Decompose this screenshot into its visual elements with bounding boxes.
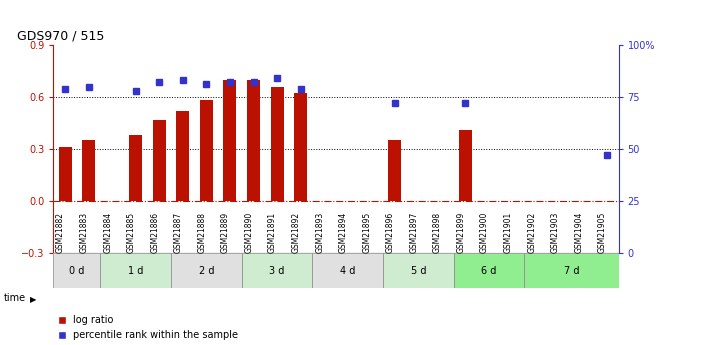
Text: GSM21900: GSM21900 <box>480 212 489 253</box>
Bar <box>388 140 401 201</box>
Bar <box>129 135 142 201</box>
Bar <box>100 253 171 288</box>
Text: GSM21890: GSM21890 <box>245 212 254 253</box>
Text: 5 d: 5 d <box>411 266 426 276</box>
Bar <box>312 253 383 288</box>
Text: GSM21902: GSM21902 <box>527 212 536 253</box>
Text: 4 d: 4 d <box>340 266 356 276</box>
Text: GSM21895: GSM21895 <box>363 212 371 253</box>
Text: GSM21893: GSM21893 <box>315 212 324 253</box>
Text: GSM21901: GSM21901 <box>503 212 513 253</box>
Text: ▶: ▶ <box>30 295 36 304</box>
Text: 6 d: 6 d <box>481 266 497 276</box>
Bar <box>459 130 472 201</box>
Bar <box>53 253 100 288</box>
Text: GSM21899: GSM21899 <box>456 212 466 253</box>
Text: GSM21904: GSM21904 <box>574 212 583 253</box>
Bar <box>524 253 619 288</box>
Bar <box>242 253 312 288</box>
Text: time: time <box>4 294 26 303</box>
Text: 7 d: 7 d <box>564 266 579 276</box>
Text: 2 d: 2 d <box>198 266 214 276</box>
Text: GSM21887: GSM21887 <box>174 212 183 253</box>
Bar <box>247 80 260 201</box>
Text: GSM21889: GSM21889 <box>221 212 230 253</box>
Text: GSM21892: GSM21892 <box>292 212 301 253</box>
Text: GSM21898: GSM21898 <box>433 212 442 253</box>
Bar <box>271 87 284 201</box>
Bar <box>454 253 524 288</box>
Bar <box>383 253 454 288</box>
Text: 1 d: 1 d <box>128 266 144 276</box>
Bar <box>294 93 307 201</box>
Bar <box>171 253 242 288</box>
Text: GSM21896: GSM21896 <box>386 212 395 253</box>
Text: 0 d: 0 d <box>69 266 85 276</box>
Text: GDS970 / 515: GDS970 / 515 <box>16 29 104 42</box>
Text: GSM21883: GSM21883 <box>80 212 89 253</box>
Text: GSM21894: GSM21894 <box>338 212 348 253</box>
Text: GSM21888: GSM21888 <box>198 212 206 253</box>
Bar <box>223 80 237 201</box>
Bar <box>82 140 95 201</box>
Text: GSM21885: GSM21885 <box>127 212 136 253</box>
Text: GSM21903: GSM21903 <box>551 212 560 253</box>
Bar <box>153 120 166 201</box>
Legend: log ratio, percentile rank within the sample: log ratio, percentile rank within the sa… <box>58 315 237 340</box>
Bar <box>200 100 213 201</box>
Bar <box>176 111 189 201</box>
Text: 3 d: 3 d <box>269 266 284 276</box>
Text: GSM21882: GSM21882 <box>56 212 65 253</box>
Text: GSM21891: GSM21891 <box>268 212 277 253</box>
Text: GSM21884: GSM21884 <box>103 212 112 253</box>
Text: GSM21905: GSM21905 <box>598 212 606 253</box>
Text: GSM21886: GSM21886 <box>150 212 159 253</box>
Text: GSM21897: GSM21897 <box>410 212 418 253</box>
Bar <box>58 147 72 201</box>
